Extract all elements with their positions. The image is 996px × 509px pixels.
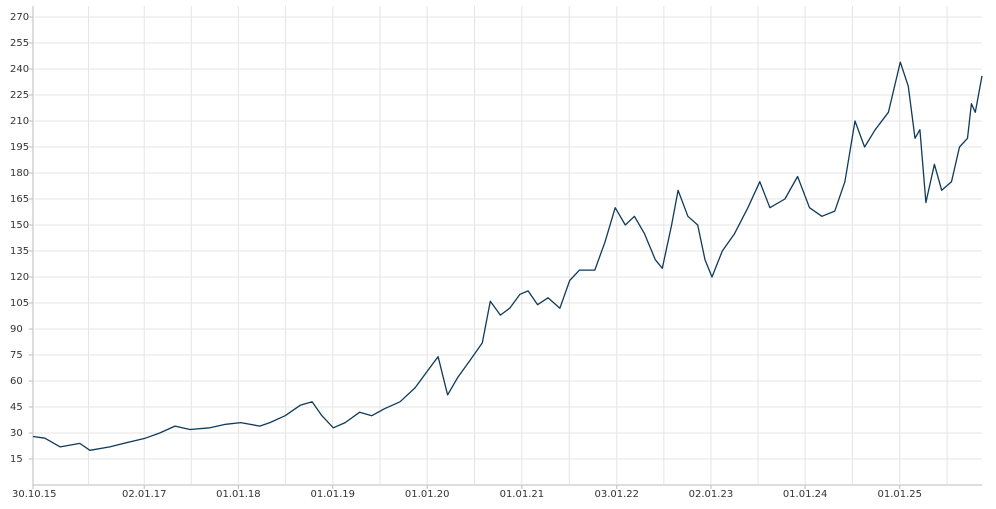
y-tick-label: 135 bbox=[10, 246, 29, 257]
y-tick-label: 225 bbox=[10, 90, 29, 101]
y-tick-label: 90 bbox=[10, 324, 23, 335]
y-tick-label: 60 bbox=[10, 376, 23, 387]
x-tick-label: 01.01.18 bbox=[216, 489, 261, 500]
y-tick-label: 165 bbox=[10, 194, 29, 205]
x-tick-label: 01.01.25 bbox=[877, 489, 922, 500]
y-tick-label: 30 bbox=[10, 428, 23, 439]
y-tick-label: 75 bbox=[10, 350, 23, 361]
y-tick-label: 45 bbox=[10, 402, 23, 413]
y-tick-label: 195 bbox=[10, 142, 29, 153]
y-tick-label: 240 bbox=[10, 64, 29, 75]
x-tick-label: 01.01.19 bbox=[311, 489, 356, 500]
y-tick-label: 120 bbox=[10, 272, 29, 283]
y-tick-label: 15 bbox=[10, 454, 23, 465]
y-tick-label: 210 bbox=[10, 116, 29, 127]
x-tick-label: 03.01.22 bbox=[595, 489, 640, 500]
y-tick-label: 270 bbox=[10, 12, 29, 23]
y-tick-label: 105 bbox=[10, 298, 29, 309]
x-tick-label: 30.10.15 bbox=[12, 489, 57, 500]
x-tick-label: 02.01.23 bbox=[689, 489, 734, 500]
y-tick-label: 150 bbox=[10, 220, 29, 231]
x-tick-label: 02.01.17 bbox=[122, 489, 167, 500]
x-tick-label: 01.01.20 bbox=[405, 489, 450, 500]
y-tick-label: 180 bbox=[10, 168, 29, 179]
price-line bbox=[32, 61, 983, 451]
y-tick-label: 255 bbox=[10, 38, 29, 49]
x-tick-label: 01.01.21 bbox=[500, 489, 545, 500]
x-tick-label: 01.01.24 bbox=[783, 489, 828, 500]
